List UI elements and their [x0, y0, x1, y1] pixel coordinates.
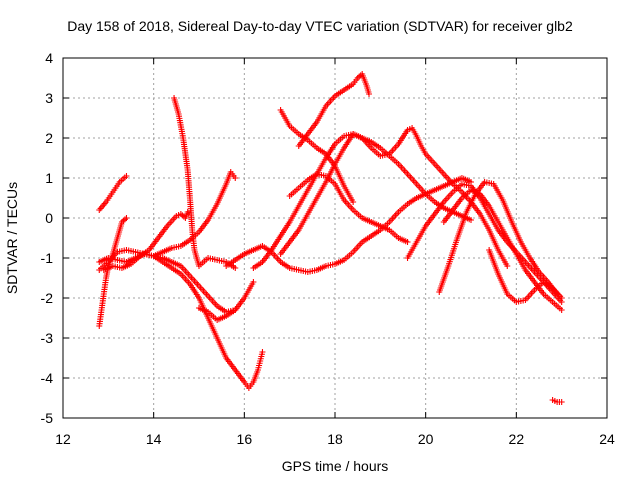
data-point: [558, 307, 565, 313]
data-point: [356, 73, 363, 80]
data-point: [179, 212, 186, 219]
series-arc8: [196, 305, 239, 323]
data-point: [404, 239, 411, 245]
series-arc7: [150, 169, 239, 259]
data-point: [123, 215, 130, 221]
y-tick-label: 4: [45, 50, 53, 66]
data-point: [250, 279, 257, 285]
chart-title: Day 158 of 2018, Sidereal Day-to-day VTE…: [67, 18, 573, 34]
data-point: [232, 307, 239, 313]
data-series: [96, 71, 565, 405]
data-point: [558, 295, 565, 301]
tick-labels: 12 14 16 18 20 22 24 4 3 2 1 0 -1 -2 -3 -4 -5: [41, 50, 615, 447]
series-arc6: [171, 95, 239, 271]
data-point: [468, 217, 474, 223]
data-point: [121, 216, 128, 223]
data-point: [232, 265, 239, 271]
data-point: [366, 91, 372, 97]
x-tick-label: 22: [509, 431, 525, 447]
series-arc5: [100, 209, 191, 273]
data-point: [504, 263, 511, 269]
x-tick-label: 24: [599, 431, 615, 447]
grid-lines: [63, 58, 607, 418]
series-arc1: [96, 173, 130, 213]
series-arc10: [250, 131, 474, 271]
series-arc17: [440, 187, 565, 313]
y-axis-label: SDTVAR / TECUs: [4, 182, 20, 294]
data-point: [259, 349, 266, 355]
y-tick-label: -3: [41, 330, 54, 346]
data-point: [232, 175, 239, 181]
y-tick-label: -2: [41, 290, 54, 306]
data-point: [184, 209, 191, 215]
x-axis-label: GPS time / hours: [282, 458, 389, 474]
plot-frame: [62, 57, 608, 419]
y-tick-label: 1: [45, 170, 53, 186]
data-point: [123, 173, 130, 179]
series-arc4: [96, 251, 257, 315]
data-point: [350, 199, 357, 205]
series-arc2: [96, 215, 130, 329]
series-arc12: [277, 107, 357, 205]
x-tick-label: 20: [418, 431, 434, 447]
x-tick-label: 16: [237, 431, 253, 447]
x-tick-label: 14: [146, 431, 162, 447]
y-tick-label: -5: [41, 410, 54, 426]
y-tick-label: -1: [41, 250, 54, 266]
x-tick-label: 18: [327, 431, 343, 447]
y-tick-label: 0: [45, 210, 53, 226]
y-tick-label: 2: [45, 130, 53, 146]
x-tick-label: 12: [55, 431, 71, 447]
series-arc19: [549, 397, 565, 405]
series-arc14: [295, 71, 372, 149]
series-arc13: [286, 171, 411, 245]
y-tick-label: -4: [41, 370, 54, 386]
series-arc18: [486, 247, 565, 305]
y-tick-label: 3: [45, 90, 53, 106]
data-point: [558, 399, 565, 405]
